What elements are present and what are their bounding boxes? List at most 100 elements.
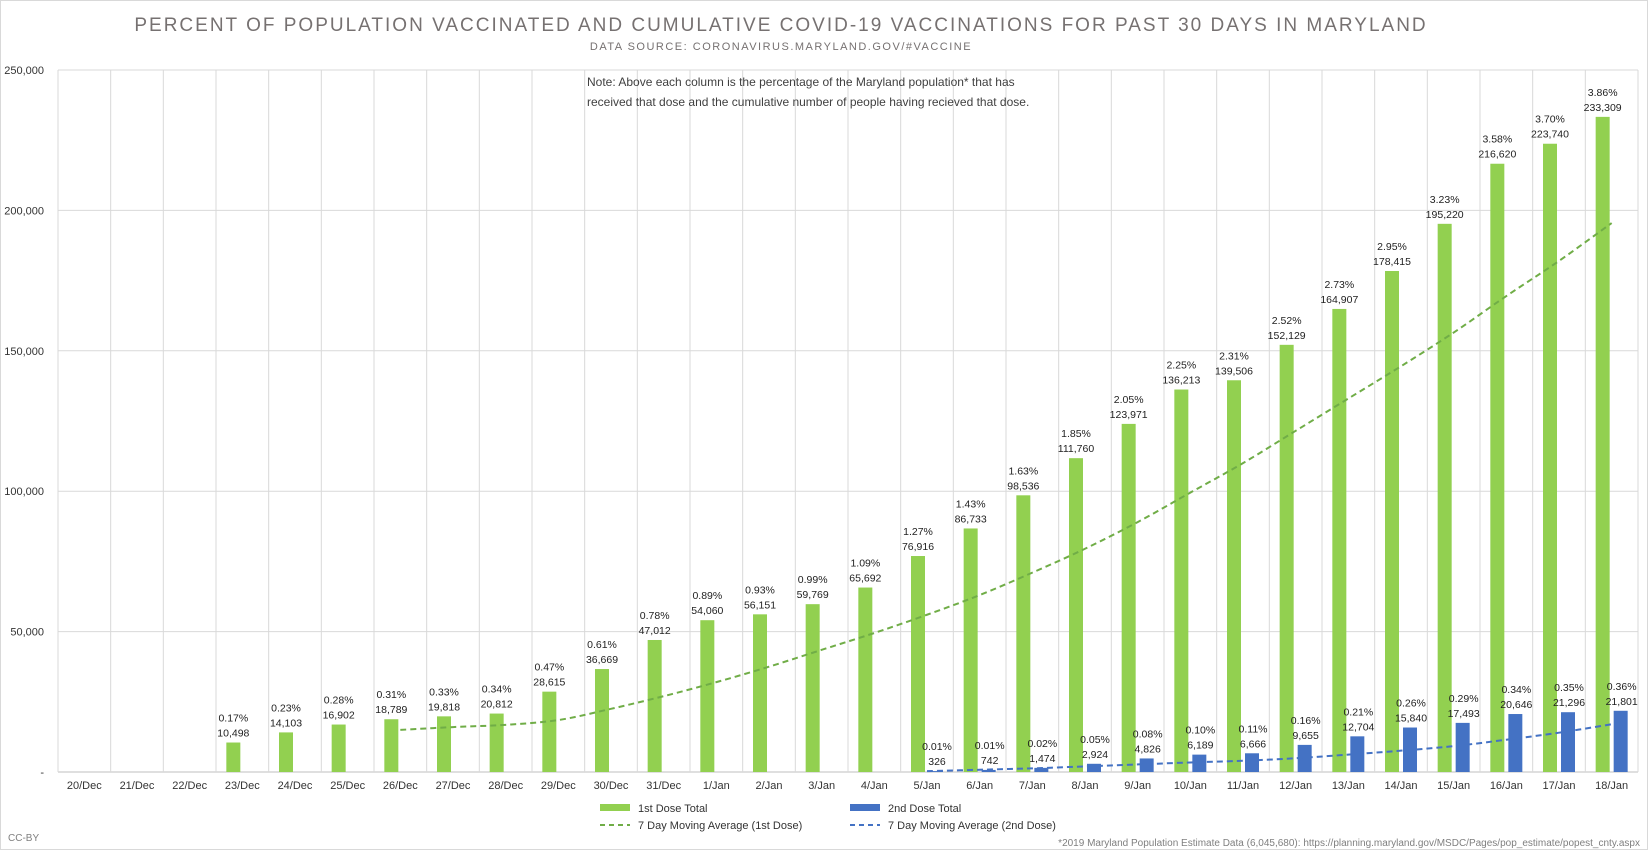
bar-1st-dose xyxy=(1385,271,1399,772)
percent-label-2nd-dose: 0.10% xyxy=(1185,725,1215,737)
x-tick-label: 18/Jan xyxy=(1595,780,1628,792)
trendlines xyxy=(400,222,1613,773)
value-label-1st-dose: 10,498 xyxy=(217,728,249,740)
x-tick-label: 25/Dec xyxy=(330,780,365,792)
value-label-1st-dose: 65,692 xyxy=(849,573,881,585)
percent-label-1st-dose: 0.89% xyxy=(692,590,722,602)
value-label-1st-dose: 139,506 xyxy=(1215,365,1253,377)
bar-1st-dose xyxy=(542,691,557,772)
bar-1st-dose xyxy=(1595,116,1610,772)
x-tick-label: 15/Jan xyxy=(1437,780,1470,792)
x-tick-label: 12/Jan xyxy=(1279,780,1312,792)
percent-label-1st-dose: 0.93% xyxy=(745,584,775,596)
trendline-2nd-dose xyxy=(926,723,1612,773)
y-tick-label: 250,000 xyxy=(4,65,44,77)
percent-label-2nd-dose: 0.05% xyxy=(1080,734,1110,746)
percent-label-1st-dose: 0.17% xyxy=(218,713,248,725)
x-tick-label: 4/Jan xyxy=(861,780,888,792)
percent-label-1st-dose: 0.61% xyxy=(587,639,617,651)
y-tick-label: - xyxy=(40,767,44,779)
percent-label-2nd-dose: 0.08% xyxy=(1133,728,1163,740)
note-line-1: Note: Above each column is the percentag… xyxy=(587,75,1015,89)
trendline-1st-dose xyxy=(400,222,1613,731)
bars xyxy=(226,116,1628,773)
x-tick-label: 5/Jan xyxy=(914,780,941,792)
percent-label-1st-dose: 0.31% xyxy=(376,689,406,701)
x-tick-label: 14/Jan xyxy=(1384,780,1417,792)
x-tick-label: 28/Dec xyxy=(488,780,523,792)
bar-1st-dose xyxy=(1121,423,1136,772)
value-label-1st-dose: 20,812 xyxy=(481,699,513,711)
percent-label-1st-dose: 2.73% xyxy=(1324,279,1354,291)
percent-label-1st-dose: 1.27% xyxy=(903,526,933,538)
x-tick-label: 6/Jan xyxy=(966,780,993,792)
x-tick-label: 8/Jan xyxy=(1072,780,1099,792)
legend-swatch-bar xyxy=(850,804,880,811)
x-tick-label: 31/Dec xyxy=(646,780,681,792)
bar-1st-dose xyxy=(226,742,241,772)
y-tick-label: 150,000 xyxy=(4,346,44,358)
y-axis: - 50,000 100,000 150,000 200,000 250,000 xyxy=(4,65,44,779)
value-label-1st-dose: 216,620 xyxy=(1478,149,1516,161)
percent-label-1st-dose: 1.09% xyxy=(850,558,880,570)
percent-label-2nd-dose: 0.01% xyxy=(975,740,1005,752)
percent-label-2nd-dose: 0.01% xyxy=(922,741,952,753)
value-label-1st-dose: 178,415 xyxy=(1373,256,1411,268)
percent-label-1st-dose: 1.43% xyxy=(956,498,986,510)
value-label-1st-dose: 47,012 xyxy=(639,625,671,637)
percent-label-2nd-dose: 0.21% xyxy=(1343,706,1373,718)
bar-2nd-dose xyxy=(929,771,943,772)
bar-2nd-dose xyxy=(981,769,996,772)
bar-1st-dose xyxy=(700,620,715,772)
value-label-2nd-dose: 742 xyxy=(981,755,999,767)
value-label-2nd-dose: 1,474 xyxy=(1029,753,1055,765)
chart-subtitle: DATA SOURCE: CORONAVIRUS.MARYLAND.GOV/#V… xyxy=(590,41,972,53)
x-tick-label: 23/Dec xyxy=(225,780,260,792)
x-tick-label: 21/Dec xyxy=(120,780,155,792)
value-label-2nd-dose: 20,646 xyxy=(1500,699,1532,711)
percent-label-1st-dose: 2.05% xyxy=(1114,394,1144,406)
bar-2nd-dose xyxy=(1455,722,1470,772)
bar-1st-dose xyxy=(1279,344,1294,772)
value-label-1st-dose: 136,213 xyxy=(1162,375,1200,387)
x-tick-label: 13/Jan xyxy=(1332,780,1365,792)
value-label-1st-dose: 86,733 xyxy=(955,513,987,525)
value-label-2nd-dose: 21,296 xyxy=(1553,697,1585,709)
percent-label-1st-dose: 0.34% xyxy=(482,684,512,696)
data-labels: 0.17% 10,498 0.23% 14,103 0.28% 16,902 0.31% 18… xyxy=(217,87,1638,768)
x-tick-label: 27/Dec xyxy=(436,780,471,792)
percent-label-2nd-dose: 0.16% xyxy=(1291,715,1321,727)
percent-label-2nd-dose: 0.26% xyxy=(1396,698,1426,710)
value-label-1st-dose: 164,907 xyxy=(1320,294,1358,306)
bar-1st-dose xyxy=(1437,223,1452,772)
percent-label-1st-dose: 3.58% xyxy=(1482,134,1512,146)
percent-label-1st-dose: 3.86% xyxy=(1588,87,1618,99)
bar-2nd-dose xyxy=(1087,763,1101,772)
x-axis: 20/Dec 21/Dec 22/Dec 23/Dec 24/Dec 25/Dec 26/D… xyxy=(67,780,1628,792)
value-label-1st-dose: 152,129 xyxy=(1268,330,1306,342)
value-label-1st-dose: 19,818 xyxy=(428,701,460,713)
bar-2nd-dose xyxy=(1613,710,1628,772)
value-label-2nd-dose: 9,655 xyxy=(1293,730,1319,742)
grid xyxy=(57,69,1639,773)
bar-1st-dose xyxy=(1332,308,1347,772)
bar-1st-dose xyxy=(1069,458,1083,772)
percent-label-2nd-dose: 0.34% xyxy=(1501,684,1531,696)
bar-1st-dose xyxy=(753,614,767,772)
x-tick-label: 20/Dec xyxy=(67,780,102,792)
percent-label-1st-dose: 0.78% xyxy=(640,610,670,622)
value-label-1st-dose: 223,740 xyxy=(1531,129,1569,141)
bar-1st-dose xyxy=(331,724,346,772)
x-tick-label: 29/Dec xyxy=(541,780,576,792)
percent-label-2nd-dose: 0.35% xyxy=(1554,682,1584,694)
value-label-2nd-dose: 326 xyxy=(928,756,946,768)
value-label-2nd-dose: 17,493 xyxy=(1448,708,1480,720)
value-label-2nd-dose: 15,840 xyxy=(1395,713,1427,725)
bar-1st-dose xyxy=(1016,495,1031,772)
percent-label-1st-dose: 1.85% xyxy=(1061,428,1091,440)
value-label-2nd-dose: 6,666 xyxy=(1240,738,1266,750)
legend-label: 2nd Dose Total xyxy=(888,803,961,815)
value-label-2nd-dose: 21,801 xyxy=(1606,696,1638,708)
legend-label: 7 Day Moving Average (2nd Dose) xyxy=(888,820,1056,832)
